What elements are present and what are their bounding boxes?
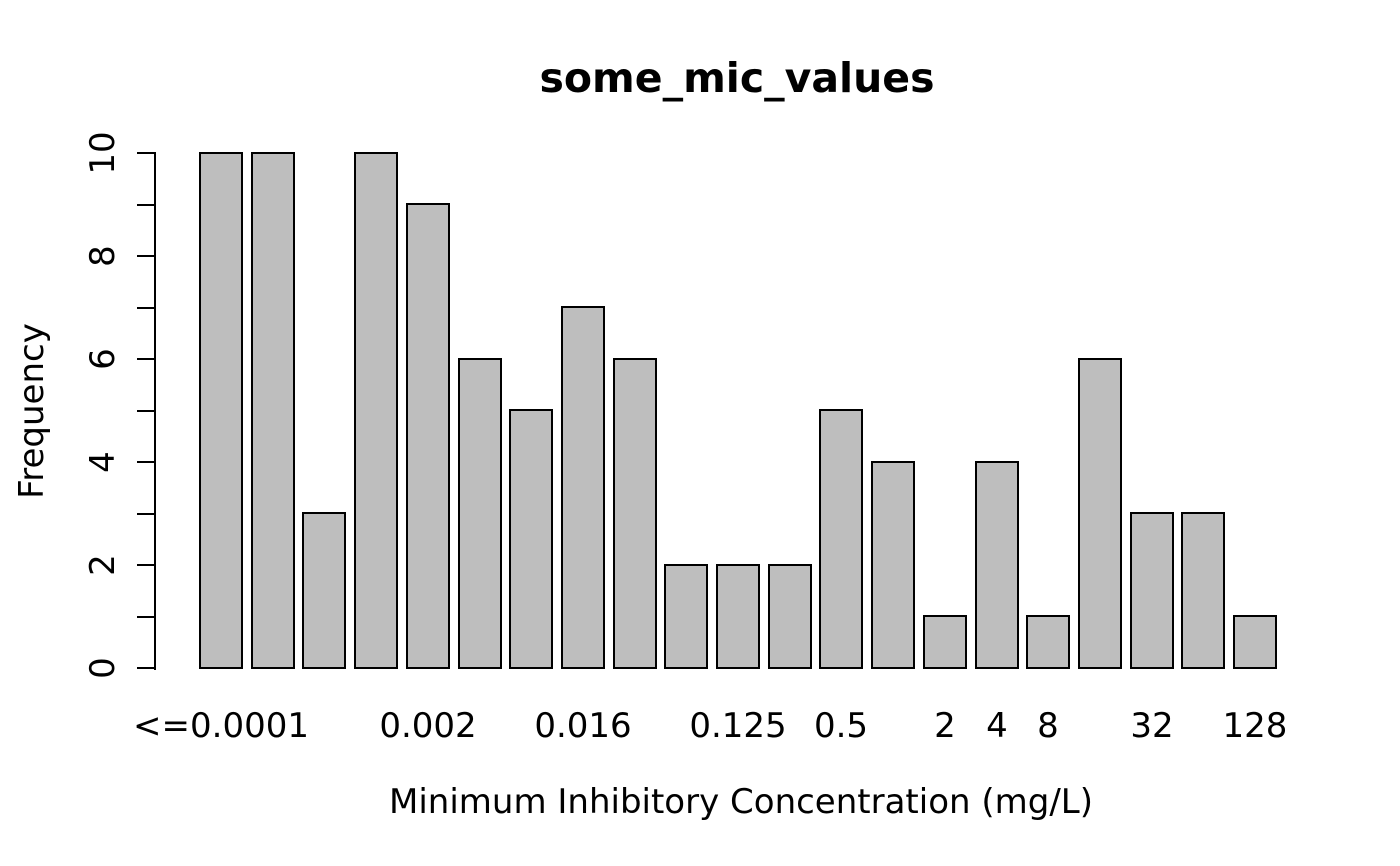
histogram-bar (975, 461, 1019, 669)
y-axis-tick (137, 667, 154, 669)
x-tick-label: 0.002 (379, 706, 477, 746)
y-axis-tick (137, 461, 154, 463)
y-axis-tick (137, 616, 154, 618)
y-tick-label: 8 (83, 245, 123, 267)
y-axis-line (154, 152, 156, 670)
histogram-bar (664, 564, 708, 669)
histogram-bar (251, 152, 295, 669)
histogram-bar (1233, 615, 1277, 669)
histogram-bar (768, 564, 812, 669)
x-tick-label: <=0.0001 (133, 706, 309, 746)
histogram-bar (1026, 615, 1070, 669)
histogram-bar (1181, 512, 1225, 669)
y-axis-tick (137, 307, 154, 309)
y-axis-tick (137, 513, 154, 515)
x-tick-label: 8 (1037, 706, 1059, 746)
x-tick-label: 4 (986, 706, 1008, 746)
y-tick-label: 10 (83, 131, 123, 175)
histogram-bar (199, 152, 243, 669)
histogram-bar (923, 615, 967, 669)
histogram-bar (1078, 358, 1122, 669)
y-tick-label: 6 (83, 348, 123, 370)
x-axis-title: Minimum Inhibitory Concentration (mg/L) (389, 782, 1093, 822)
histogram-bar (819, 409, 863, 669)
histogram-bar (1130, 512, 1174, 669)
x-tick-label: 2 (934, 706, 956, 746)
y-axis-tick (137, 255, 154, 257)
x-tick-label: 0.125 (689, 706, 787, 746)
y-axis-tick (137, 204, 154, 206)
x-tick-label: 0.016 (534, 706, 632, 746)
histogram-bar (561, 306, 605, 669)
y-axis-tick (137, 410, 154, 412)
histogram-bar (509, 409, 553, 669)
y-tick-label: 0 (83, 657, 123, 679)
histogram-bar (406, 203, 450, 669)
x-tick-label: 32 (1130, 706, 1174, 746)
y-tick-label: 2 (83, 554, 123, 576)
histogram-bar (716, 564, 760, 669)
chart-title: some_mic_values (539, 54, 935, 102)
histogram-bar (302, 512, 346, 669)
y-axis-tick (137, 564, 154, 566)
y-axis-tick (137, 358, 154, 360)
histogram-bar (871, 461, 915, 669)
y-axis-title: Frequency (12, 323, 52, 499)
histogram-bar (458, 358, 502, 669)
x-tick-label: 128 (1222, 706, 1288, 746)
histogram-bar (354, 152, 398, 669)
y-axis-tick (137, 152, 154, 154)
x-tick-label: 0.5 (813, 706, 869, 746)
y-tick-label: 4 (83, 451, 123, 473)
histogram-bar (613, 358, 657, 669)
